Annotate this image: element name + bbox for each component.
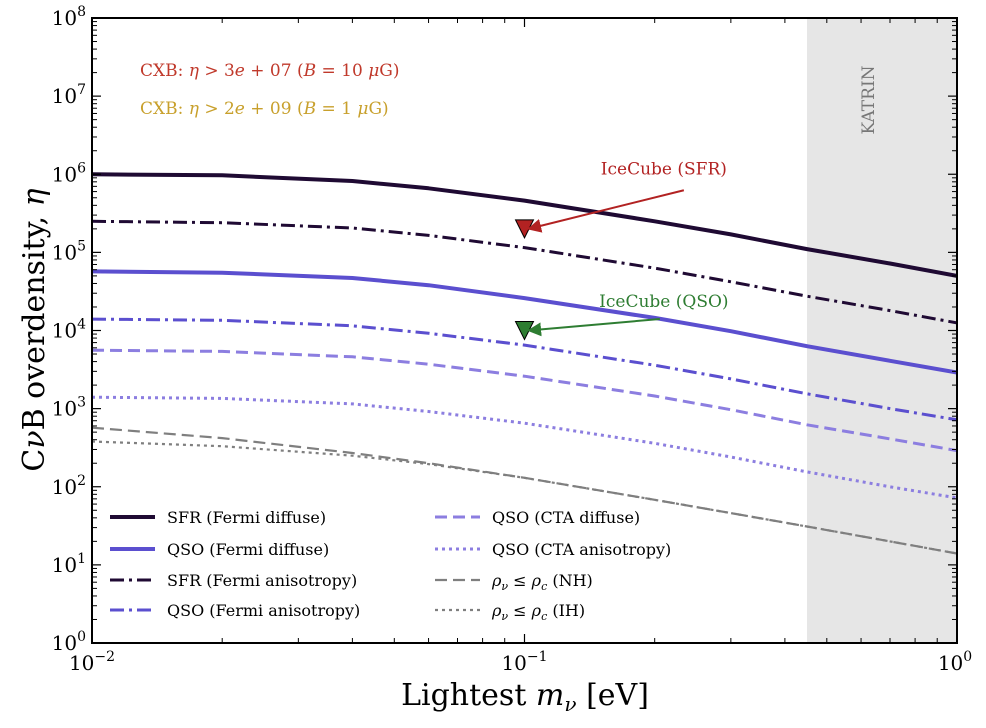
x-axis-label: Lightest mν [eV] <box>401 678 649 716</box>
series-line-3 <box>92 317 957 422</box>
x-tick-label: 10−1 <box>501 649 547 675</box>
cxb-annotations: CXB: η > 3e + 07 (B = 10 μG) CXB: η > 2e… <box>140 61 399 119</box>
katrin-shaded-region <box>807 18 957 643</box>
icecube-arrow-0 <box>527 189 685 233</box>
x-tick-label: 100 <box>938 649 972 675</box>
icecube-label-0: IceCube (SFR) <box>601 159 727 179</box>
legend-label-4: QSO (CTA diffuse) <box>492 508 640 527</box>
series-line-5 <box>92 395 957 500</box>
cxb-annotation-10uG: CXB: η > 3e + 07 (B = 10 μG) <box>140 61 399 81</box>
y-tick-label: 100 <box>52 629 86 655</box>
legend-label-5: QSO (CTA anisotropy) <box>492 540 671 559</box>
y-tick-label: 104 <box>52 317 86 343</box>
legend: SFR (Fermi diffuse) QSO (Fermi diffuse) SF… <box>110 508 671 623</box>
series-line-2 <box>92 219 957 325</box>
series-line-7 <box>92 440 957 555</box>
legend-label-7: ρν ≤ ρc (IH) <box>491 601 585 623</box>
legend-label-2: SFR (Fermi anisotropy) <box>167 571 357 590</box>
legend-label-6: ρν ≤ ρc (NH) <box>491 571 593 593</box>
series-layer <box>92 172 957 555</box>
icecube-arrow-1 <box>527 317 660 337</box>
legend-label-3: QSO (Fermi anisotropy) <box>167 601 360 620</box>
plot-frame <box>91 17 958 644</box>
y-tick-label: 103 <box>52 395 86 421</box>
y-tick-label: 106 <box>52 160 86 186</box>
legend-label-1: QSO (Fermi diffuse) <box>167 540 329 559</box>
y-tick-label: 105 <box>52 238 86 264</box>
legend-label-0: SFR (Fermi diffuse) <box>167 508 326 527</box>
icecube-label-1: IceCube (QSO) <box>599 292 728 312</box>
markers-layer: IceCube (SFR) IceCube (QSO) <box>514 159 729 341</box>
series-line-4 <box>92 348 957 453</box>
y-axis-label: CνB overdensity, η <box>17 188 52 471</box>
series-line-1 <box>92 269 957 375</box>
x-tick-label: 10−2 <box>69 649 115 675</box>
y-tick-label: 101 <box>52 551 86 577</box>
series-line-0 <box>92 172 957 278</box>
y-tick-label: 108 <box>52 4 86 30</box>
axis-ticks: 10−2 10−1 100 100 101 102 103 104 105 106 107 108 <box>52 4 973 675</box>
cxb-annotation-1uG: CXB: η > 2e + 09 (B = 1 μG) <box>140 99 389 119</box>
y-tick-label: 102 <box>52 473 86 499</box>
katrin-label: KATRIN <box>859 65 879 134</box>
y-tick-label: 107 <box>52 82 86 108</box>
